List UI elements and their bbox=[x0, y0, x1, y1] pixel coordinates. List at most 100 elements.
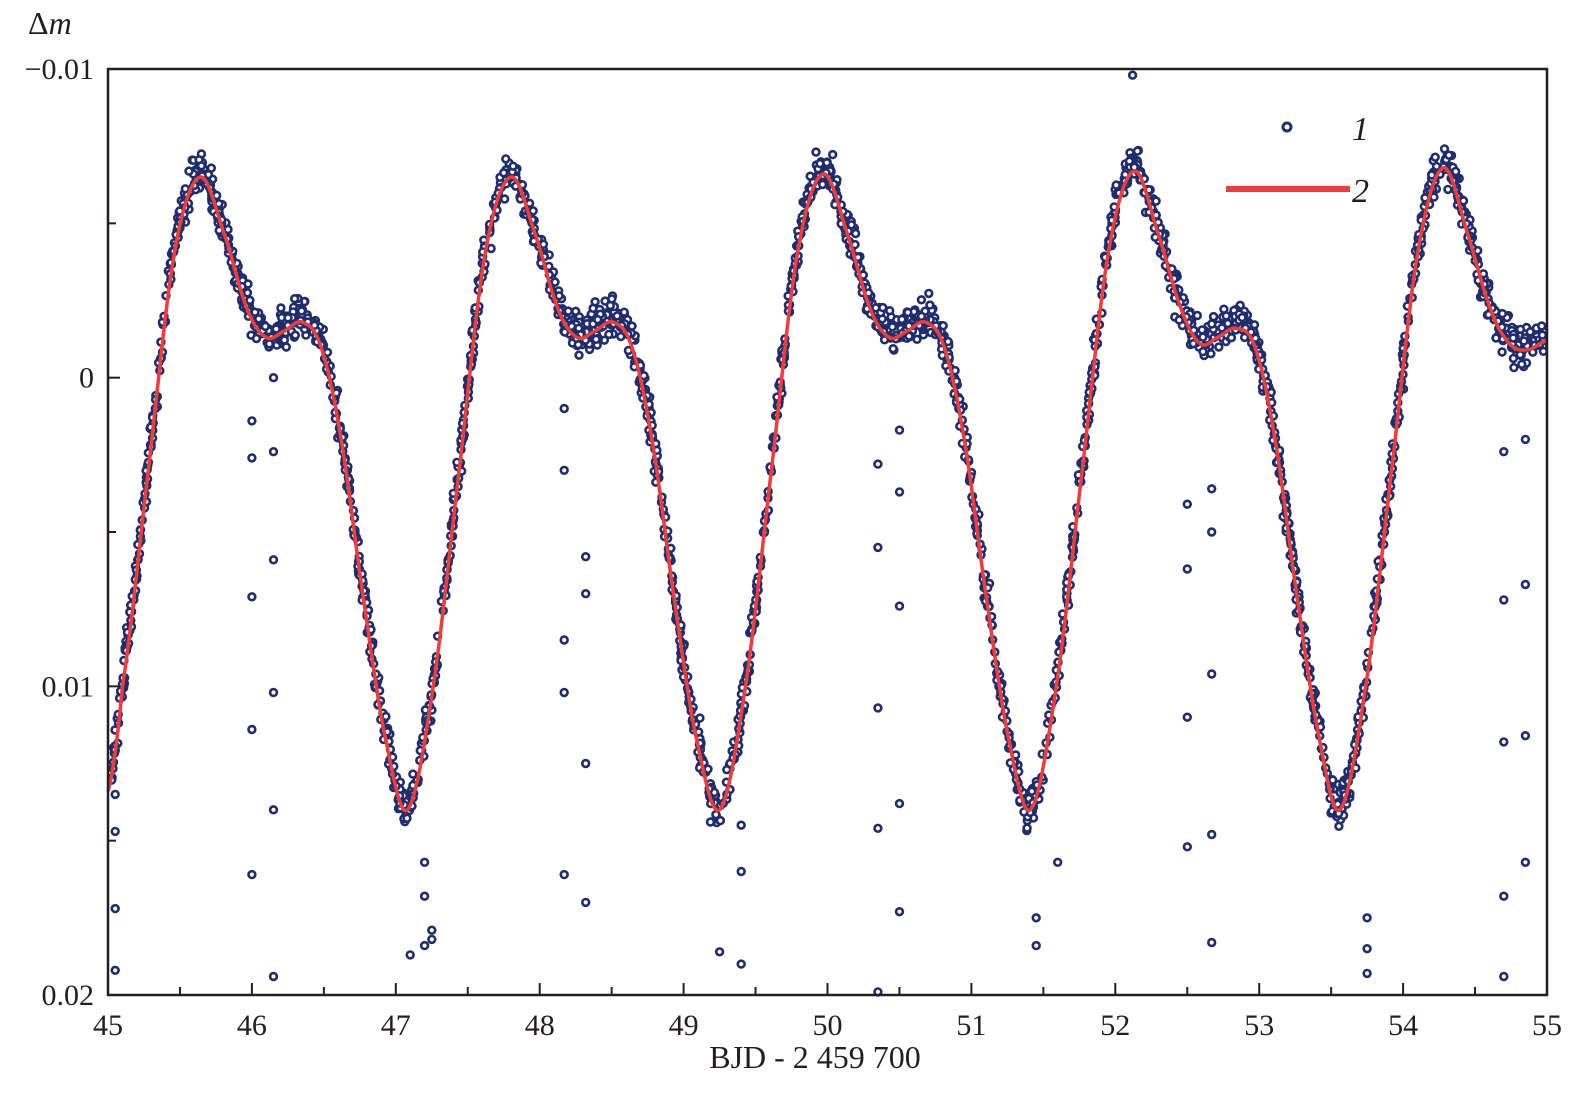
data-point-outlier bbox=[1499, 971, 1509, 982]
data-point-outlier bbox=[1520, 730, 1531, 741]
data-point bbox=[604, 329, 614, 340]
y-tick-label: 0 bbox=[79, 362, 94, 395]
data-point bbox=[1206, 349, 1216, 359]
data-point bbox=[1188, 338, 1199, 349]
data-point bbox=[1444, 150, 1454, 160]
data-point-outlier bbox=[894, 906, 905, 917]
data-point-outlier bbox=[1206, 937, 1217, 948]
data-point-outlier bbox=[1520, 857, 1531, 867]
data-point-outlier bbox=[110, 826, 120, 837]
data-point-outlier bbox=[268, 555, 279, 565]
data-point-outlier bbox=[736, 866, 746, 877]
data-point bbox=[1497, 347, 1507, 357]
data-point bbox=[1217, 323, 1227, 333]
data-point bbox=[943, 336, 953, 347]
data-point bbox=[1334, 821, 1344, 831]
plot-frame bbox=[106, 67, 1549, 997]
data-point bbox=[196, 161, 207, 171]
data-point bbox=[1525, 327, 1535, 337]
data-point bbox=[251, 333, 262, 344]
data-point-outlier bbox=[873, 459, 883, 469]
data-point-outlier bbox=[1206, 669, 1217, 679]
data-point bbox=[501, 154, 511, 164]
data-point bbox=[1132, 146, 1143, 156]
data-point-outlier bbox=[873, 542, 883, 553]
data-point-outlier bbox=[559, 687, 569, 698]
data-point bbox=[938, 321, 948, 331]
data-point-outlier bbox=[559, 635, 569, 645]
data-point bbox=[1226, 333, 1237, 343]
data-point bbox=[591, 334, 601, 344]
x-tick-label: 45 bbox=[93, 1009, 123, 1042]
data-point-outlier bbox=[427, 934, 437, 945]
data-point bbox=[499, 168, 509, 178]
data-point bbox=[1192, 310, 1203, 321]
data-point-outlier bbox=[268, 447, 279, 457]
data-point bbox=[276, 303, 286, 313]
data-point-outlier bbox=[1362, 913, 1372, 923]
legend-label-2: 2 bbox=[1352, 173, 1369, 210]
data-point bbox=[1022, 823, 1032, 833]
data-point-outlier bbox=[247, 416, 257, 426]
data-point bbox=[574, 350, 584, 360]
data-point-outlier bbox=[559, 869, 569, 880]
legend-marker-points bbox=[1281, 121, 1293, 133]
axis-ticks: 45 46 47 48 49 50 51 52 53 54 55 −0.01 0 0.01 0.02 bbox=[25, 53, 1562, 1042]
data-point bbox=[592, 314, 603, 325]
data-point-outlier bbox=[268, 687, 279, 698]
data-point bbox=[402, 813, 412, 823]
data-point bbox=[887, 322, 898, 332]
data-point bbox=[850, 228, 861, 239]
data-point-outlier bbox=[1520, 434, 1531, 445]
data-point bbox=[180, 184, 191, 194]
data-point bbox=[1198, 346, 1208, 357]
data-point bbox=[715, 815, 726, 826]
y-tick-label: 0.01 bbox=[42, 670, 95, 703]
data-point bbox=[879, 335, 890, 345]
data-point-outlier bbox=[1499, 891, 1509, 901]
data-point bbox=[916, 295, 927, 305]
data-point bbox=[206, 163, 217, 173]
data-point-outlier bbox=[268, 373, 279, 383]
data-point-outlier bbox=[894, 425, 905, 435]
data-point-outlier bbox=[1031, 940, 1041, 951]
data-point bbox=[1219, 304, 1229, 314]
data-point bbox=[245, 295, 255, 305]
data-point bbox=[1426, 170, 1437, 180]
y-axis-title: Δm bbox=[28, 5, 72, 41]
data-point-outlier bbox=[736, 820, 746, 830]
data-point bbox=[1239, 332, 1250, 343]
data-point bbox=[1519, 336, 1529, 346]
data-point bbox=[1430, 152, 1440, 162]
legend-label-1: 1 bbox=[1352, 111, 1369, 148]
data-point-outlier bbox=[419, 857, 430, 867]
data-point bbox=[250, 307, 260, 317]
data-point-outlier bbox=[580, 758, 591, 769]
data-point bbox=[1517, 359, 1527, 369]
data-point-outlier bbox=[1182, 499, 1193, 509]
data-point-outlier bbox=[247, 724, 257, 735]
data-point-outlier bbox=[894, 798, 905, 809]
data-point-outlier bbox=[110, 965, 120, 975]
data-point bbox=[1497, 308, 1508, 319]
data-point bbox=[722, 764, 732, 775]
data-point bbox=[223, 224, 233, 235]
x-tick-label: 50 bbox=[813, 1009, 843, 1042]
data-point bbox=[408, 769, 418, 779]
data-point-outlier bbox=[1362, 968, 1372, 979]
data-point-outlier bbox=[427, 925, 437, 935]
data-point-outlier bbox=[247, 592, 257, 602]
data-point bbox=[184, 166, 194, 176]
data-point bbox=[381, 711, 391, 722]
data-point bbox=[1509, 362, 1519, 373]
data-point-outlier bbox=[110, 903, 120, 914]
data-point-outlier bbox=[419, 940, 430, 951]
data-point bbox=[1327, 775, 1338, 785]
data-point bbox=[924, 288, 934, 299]
data-point bbox=[508, 161, 518, 171]
legend: 1 2 bbox=[1226, 111, 1369, 210]
data-point-outlier bbox=[1127, 70, 1138, 80]
data-point bbox=[499, 194, 510, 204]
data-point bbox=[1111, 180, 1121, 190]
data-point bbox=[290, 330, 300, 340]
